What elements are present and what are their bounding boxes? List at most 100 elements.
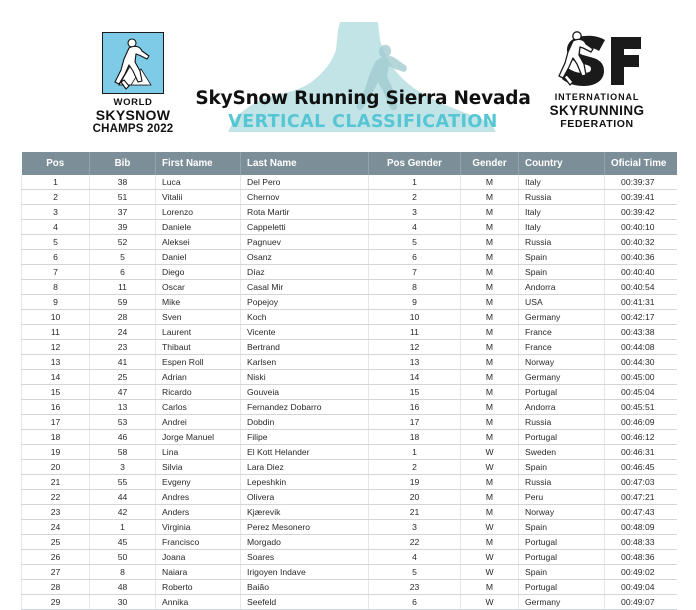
- results-table-container: Pos Bib First Name Last Name Pos Gender …: [21, 152, 677, 610]
- cell-gender: M: [460, 234, 519, 250]
- column-header-bib[interactable]: Bib: [89, 152, 156, 175]
- table-row[interactable]: 19 58 Lina El Kott Helander 1 W Sweden 00:46:31: [21, 444, 677, 460]
- cell-country: USA: [518, 294, 605, 310]
- cell-pos: 29: [21, 594, 90, 610]
- table-row[interactable]: 20 3 Silvia Lara Diez 2 W Spain 00:46:45: [21, 459, 677, 475]
- column-header-first-name[interactable]: First Name: [155, 152, 241, 175]
- cell-last: Koch: [240, 309, 369, 325]
- cell-country: Sweden: [518, 444, 605, 460]
- table-row[interactable]: 16 13 Carlos Fernandez Dobarro 16 M Andorra 00:…: [21, 399, 677, 415]
- cell-bib: 13: [89, 399, 156, 415]
- table-row[interactable]: 2 51 Vitalii Chernov 2 M Russia 00:39:41: [21, 189, 677, 205]
- cell-posg: 2: [368, 189, 461, 205]
- cell-time: 00:40:40: [604, 264, 677, 280]
- table-row[interactable]: 28 48 Roberto Baião 23 M Portugal 00:49:04: [21, 579, 677, 595]
- cell-bib: 51: [89, 189, 156, 205]
- cell-last: Irigoyen Indave: [240, 564, 369, 580]
- cell-pos: 21: [21, 474, 90, 490]
- cell-posg: 23: [368, 579, 461, 595]
- cell-posg: 5: [368, 234, 461, 250]
- logo-left-line2: SKYSNOW: [95, 107, 171, 123]
- column-header-gender[interactable]: Gender: [460, 152, 519, 175]
- table-row[interactable]: 23 42 Anders Kjærevik 21 M Norway 00:47:43: [21, 504, 677, 520]
- cell-country: Peru: [518, 489, 605, 505]
- table-row[interactable]: 13 41 Espen Roll Karlsen 13 M Norway 00:44:30: [21, 354, 677, 370]
- cell-last: Karlsen: [240, 354, 369, 370]
- cell-last: Niski: [240, 369, 369, 385]
- results-header-row: Pos Bib First Name Last Name Pos Gender …: [21, 152, 677, 175]
- column-header-last-name[interactable]: Last Name: [240, 152, 369, 175]
- cell-gender: M: [460, 249, 519, 265]
- table-row[interactable]: 12 23 Thibaut Bertrand 12 M France 00:44:08: [21, 339, 677, 355]
- cell-gender: M: [460, 264, 519, 280]
- cell-time: 00:42:17: [604, 309, 677, 325]
- table-row[interactable]: 1 38 Luca Del Pero 1 M Italy 00:39:37: [21, 175, 677, 190]
- cell-posg: 7: [368, 264, 461, 280]
- table-row[interactable]: 29 30 Annika Seefeld 6 W Germany 00:49:07: [21, 594, 677, 610]
- table-row[interactable]: 26 50 Joana Soares 4 W Portugal 00:48:36: [21, 549, 677, 565]
- column-header-pos[interactable]: Pos: [21, 152, 90, 175]
- table-row[interactable]: 18 46 Jorge Manuel Filipe 18 M Portugal 00:46:1…: [21, 429, 677, 445]
- cell-posg: 5: [368, 564, 461, 580]
- cell-time: 00:39:41: [604, 189, 677, 205]
- logo-right-line3: FEDERATION: [560, 118, 634, 130]
- table-row[interactable]: 6 5 Daniel Osanz 6 M Spain 00:40:36: [21, 249, 677, 265]
- cell-gender: M: [460, 324, 519, 340]
- cell-time: 00:39:42: [604, 204, 677, 220]
- table-row[interactable]: 7 6 Diego Díaz 7 M Spain 00:40:40: [21, 264, 677, 280]
- cell-last: Morgado: [240, 534, 369, 550]
- table-row[interactable]: 10 28 Sven Koch 10 M Germany 00:42:17: [21, 309, 677, 325]
- cell-pos: 7: [21, 264, 90, 280]
- cell-first: Annika: [155, 594, 241, 610]
- column-header-country[interactable]: Country: [518, 152, 605, 175]
- cell-posg: 19: [368, 474, 461, 490]
- cell-posg: 21: [368, 504, 461, 520]
- cell-country: Portugal: [518, 384, 605, 400]
- cell-posg: 3: [368, 204, 461, 220]
- cell-country: Norway: [518, 354, 605, 370]
- cell-pos: 24: [21, 519, 90, 535]
- event-subtitle: VERTICAL CLASSIFICATION: [228, 112, 498, 132]
- cell-gender: M: [460, 204, 519, 220]
- table-row[interactable]: 14 25 Adrian Niski 14 M Germany 00:45:00: [21, 369, 677, 385]
- cell-posg: 20: [368, 489, 461, 505]
- cell-first: Espen Roll: [155, 354, 241, 370]
- cell-time: 00:46:09: [604, 414, 677, 430]
- table-row[interactable]: 21 55 Evgeny Lepeshkin 19 M Russia 00:47:03: [21, 474, 677, 490]
- cell-first: Anders: [155, 504, 241, 520]
- cell-last: Lepeshkin: [240, 474, 369, 490]
- cell-country: Andorra: [518, 279, 605, 295]
- cell-posg: 2: [368, 459, 461, 475]
- cell-country: Spain: [518, 519, 605, 535]
- cell-country: France: [518, 324, 605, 340]
- table-row[interactable]: 17 53 Andrei Dobdin 17 M Russia 00:46:09: [21, 414, 677, 430]
- cell-country: Portugal: [518, 534, 605, 550]
- cell-first: Vitalii: [155, 189, 241, 205]
- table-row[interactable]: 8 11 Oscar Casal Mir 8 M Andorra 00:40:54: [21, 279, 677, 295]
- cell-gender: M: [460, 399, 519, 415]
- table-row[interactable]: 25 45 Francisco Morgado 22 M Portugal 00:48:33: [21, 534, 677, 550]
- cell-country: France: [518, 339, 605, 355]
- table-row[interactable]: 11 24 Laurent Vicente 11 M France 00:43:38: [21, 324, 677, 340]
- table-row[interactable]: 27 8 Naiara Irigoyen Indave 5 W Spain 00:49:02: [21, 564, 677, 580]
- cell-gender: M: [460, 189, 519, 205]
- column-header-oficial-time[interactable]: Oficial Time: [604, 152, 677, 175]
- cell-posg: 4: [368, 549, 461, 565]
- table-row[interactable]: 4 39 Daniele Cappeletti 4 M Italy 00:40:10: [21, 219, 677, 235]
- cell-gender: W: [460, 564, 519, 580]
- cell-country: Portugal: [518, 549, 605, 565]
- cell-country: Spain: [518, 459, 605, 475]
- table-row[interactable]: 22 44 Andres Olivera 20 M Peru 00:47:21: [21, 489, 677, 505]
- table-row[interactable]: 15 47 Ricardo Gouveia 15 M Portugal 00:45:04: [21, 384, 677, 400]
- cell-pos: 14: [21, 369, 90, 385]
- cell-time: 00:40:10: [604, 219, 677, 235]
- table-row[interactable]: 9 59 Mike Popejoy 9 M USA 00:41:31: [21, 294, 677, 310]
- cell-gender: M: [460, 279, 519, 295]
- column-header-pos-gender[interactable]: Pos Gender: [368, 152, 461, 175]
- cell-pos: 4: [21, 219, 90, 235]
- cell-time: 00:48:09: [604, 519, 677, 535]
- table-row[interactable]: 3 37 Lorenzo Rota Martir 3 M Italy 00:39:42: [21, 204, 677, 220]
- table-row[interactable]: 24 1 Virginia Perez Mesonero 3 W Spain 00:48:09: [21, 519, 677, 535]
- table-row[interactable]: 5 52 Aleksei Pagnuev 5 M Russia 00:40:32: [21, 234, 677, 250]
- cell-time: 00:49:02: [604, 564, 677, 580]
